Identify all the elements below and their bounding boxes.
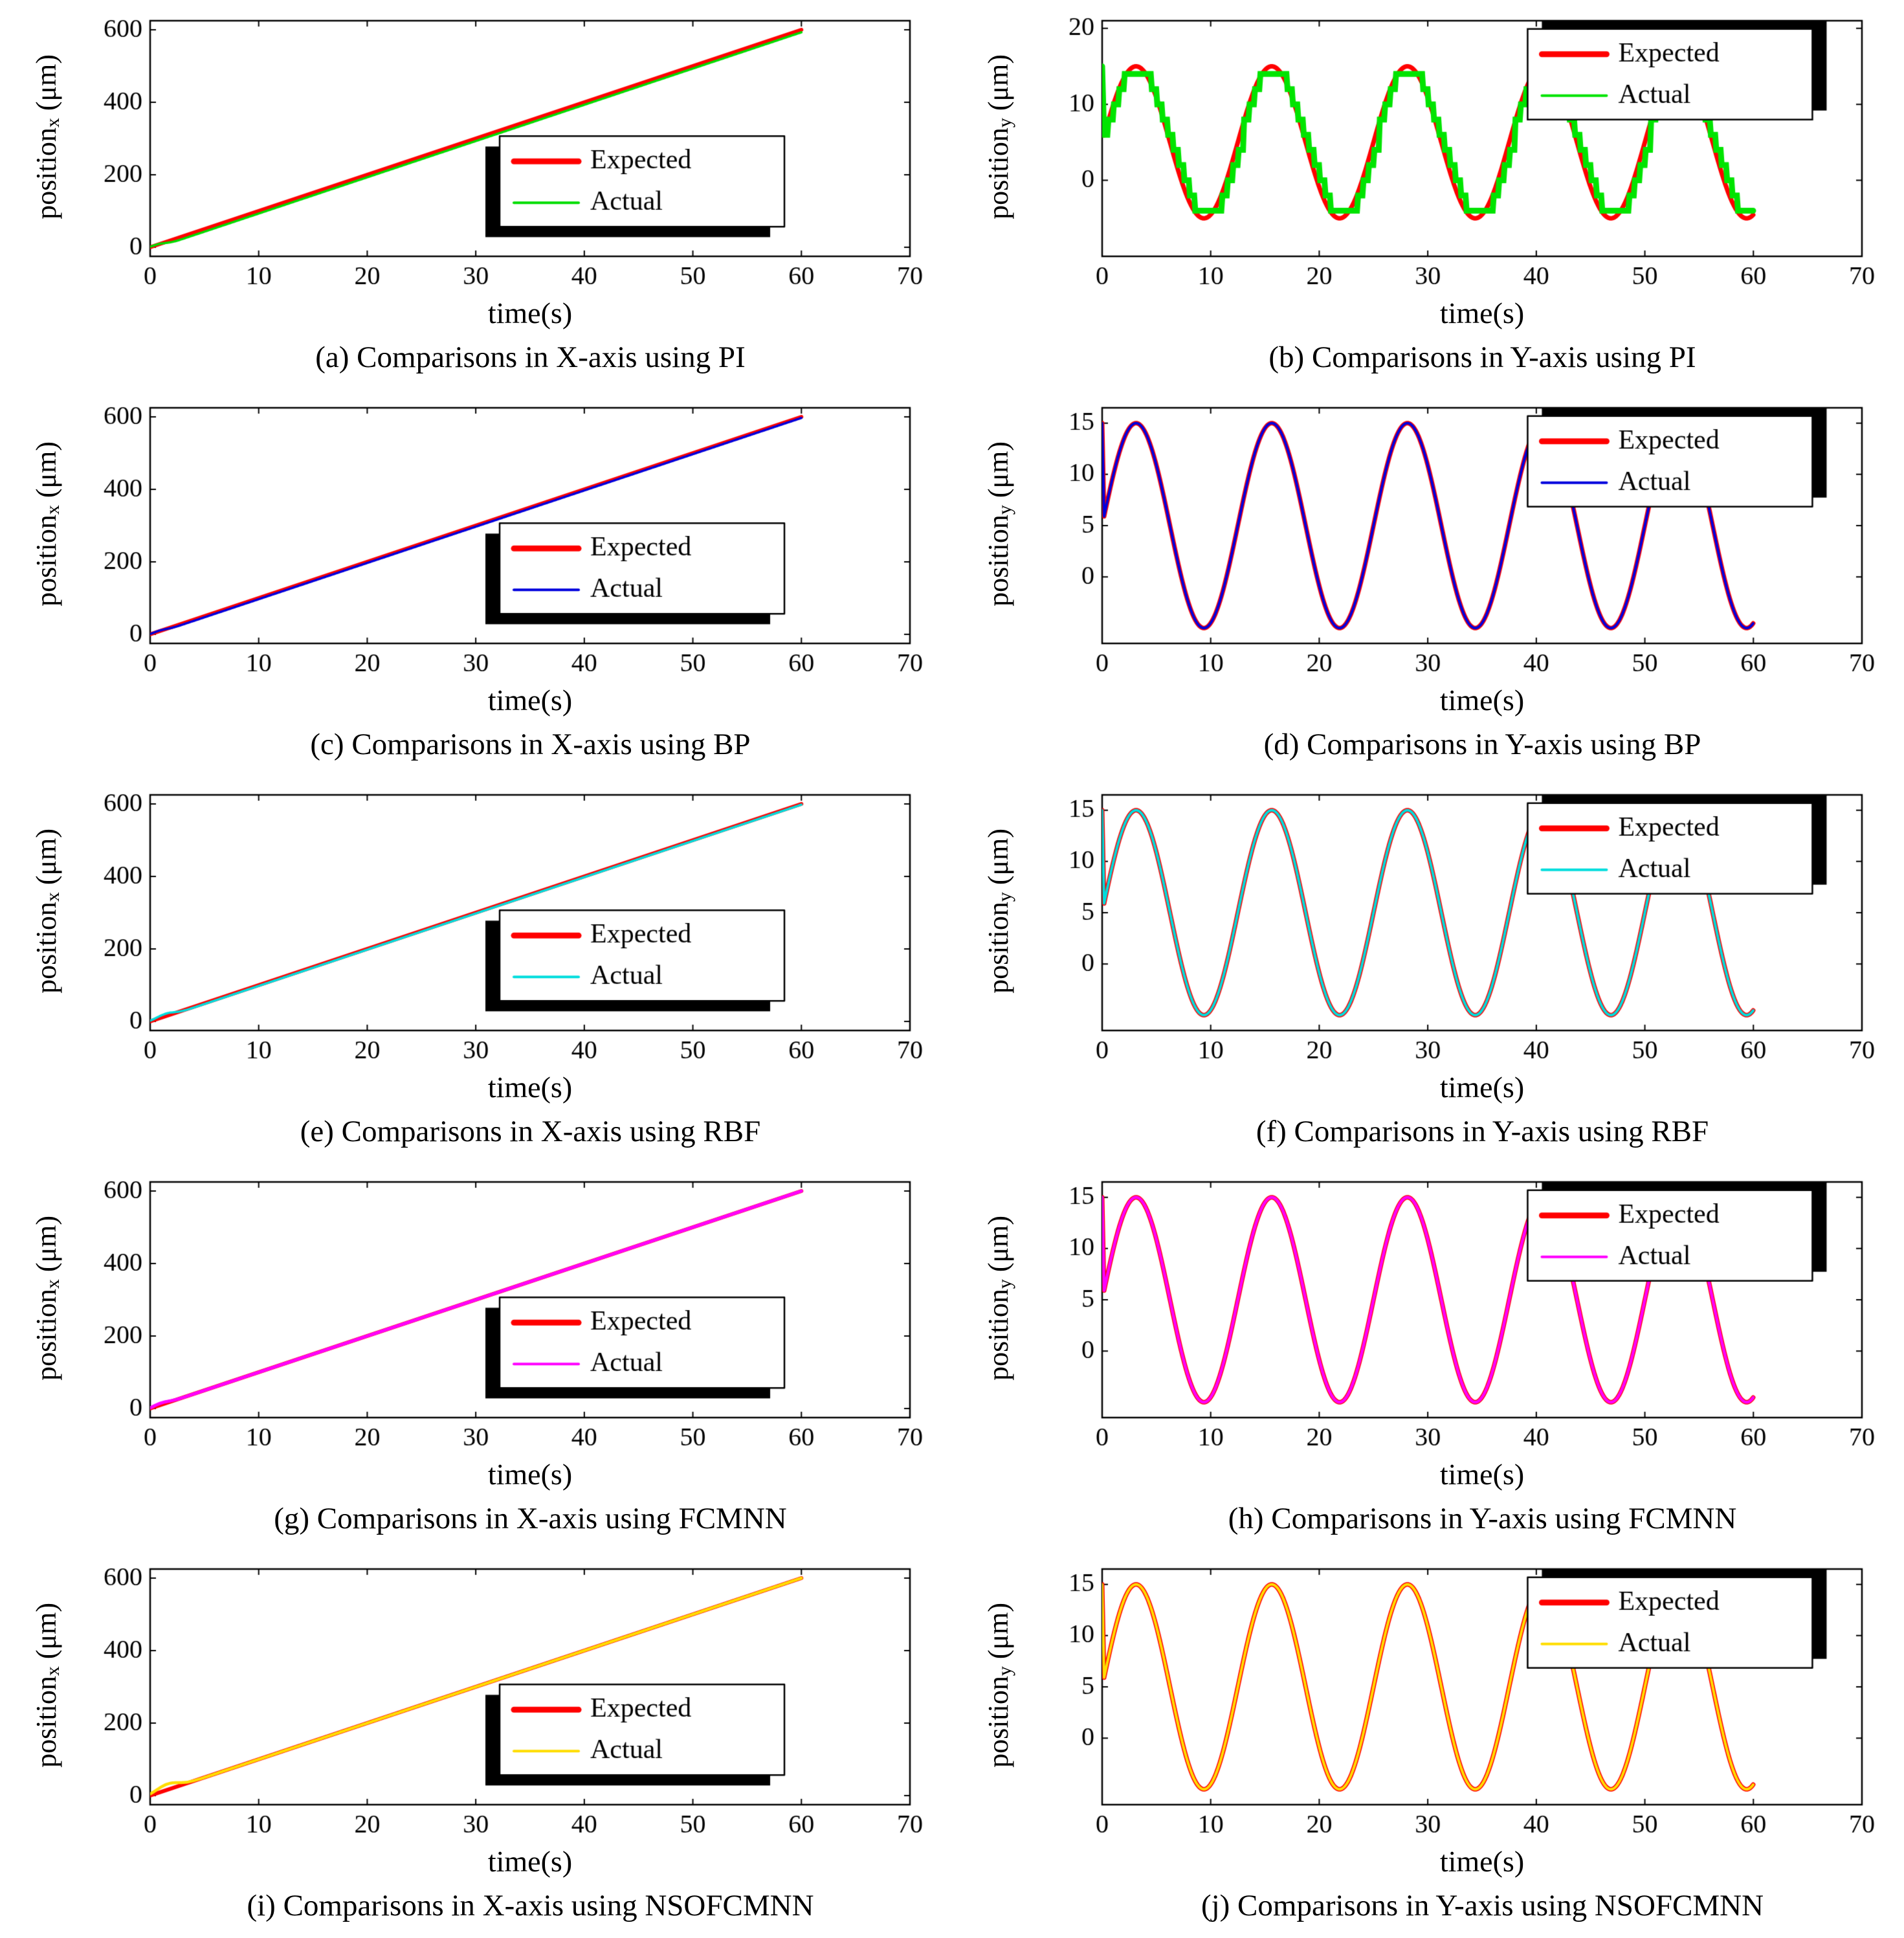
subplot-h: positiony (μm) time(s) (h) Comparisons i… (952, 1161, 1904, 1548)
y-axis-label: positiony (μm) (982, 828, 1015, 994)
x-axis-label: time(s) (1439, 296, 1525, 329)
chart-canvas-d (1026, 396, 1893, 681)
subplot-b: positiony (μm) time(s) (b) Comparisons i… (952, 0, 1904, 387)
subplot-caption: (i) Comparisons in X-axis using NSOFCMNN (247, 1889, 814, 1922)
x-axis-label: time(s) (1439, 1071, 1525, 1104)
subplot-caption: (f) Comparisons in Y-axis using RBF (1256, 1115, 1709, 1148)
y-axis-label: positiony (μm) (982, 54, 1015, 219)
subplot-c: positionx (μm) time(s) (c) Comparisons i… (0, 387, 952, 774)
subplot-f: positiony (μm) time(s) (f) Comparisons i… (952, 774, 1904, 1161)
chart-canvas-g (74, 1170, 941, 1455)
chart-canvas-h (1026, 1170, 1893, 1455)
subplot-e: positionx (μm) time(s) (e) Comparisons i… (0, 774, 952, 1161)
chart-canvas-c (74, 396, 941, 681)
subplot-caption: (h) Comparisons in Y-axis using FCMNN (1228, 1502, 1737, 1535)
subplot-caption: (g) Comparisons in X-axis using FCMNN (274, 1502, 787, 1535)
y-axis-label: positionx (μm) (30, 828, 63, 994)
x-axis-label: time(s) (487, 1071, 573, 1104)
chart-canvas-f (1026, 783, 1893, 1068)
chart-canvas-j (1026, 1557, 1893, 1842)
y-axis-label: positionx (μm) (30, 1602, 63, 1768)
y-axis-label: positiony (μm) (982, 441, 1015, 607)
x-axis-label: time(s) (487, 1458, 573, 1491)
subplot-d: positiony (μm) time(s) (d) Comparisons i… (952, 387, 1904, 774)
subplot-caption: (e) Comparisons in X-axis using RBF (300, 1115, 761, 1148)
x-axis-label: time(s) (1439, 684, 1525, 717)
subplot-caption: (j) Comparisons in Y-axis using NSOFCMNN (1201, 1889, 1764, 1922)
subplot-caption: (a) Comparisons in X-axis using PI (315, 340, 746, 374)
subplot-caption: (c) Comparisons in X-axis using BP (310, 728, 751, 761)
subplot-caption: (d) Comparisons in Y-axis using BP (1263, 728, 1701, 761)
subplot-a: positionx (μm) time(s) (a) Comparisons i… (0, 0, 952, 387)
y-axis-label: positionx (μm) (30, 54, 63, 219)
chart-canvas-e (74, 783, 941, 1068)
x-axis-label: time(s) (1439, 1845, 1525, 1878)
subplot-g: positionx (μm) time(s) (g) Comparisons i… (0, 1161, 952, 1548)
x-axis-label: time(s) (487, 296, 573, 329)
x-axis-label: time(s) (487, 684, 573, 717)
x-axis-label: time(s) (1439, 1458, 1525, 1491)
y-axis-label: positionx (μm) (30, 1215, 63, 1381)
y-axis-label: positiony (μm) (982, 1215, 1015, 1381)
chart-canvas-a (74, 9, 941, 294)
y-axis-label: positiony (μm) (982, 1602, 1015, 1768)
x-axis-label: time(s) (487, 1845, 573, 1878)
chart-canvas-i (74, 1557, 941, 1842)
subplot-i: positionx (μm) time(s) (i) Comparisons i… (0, 1548, 952, 1935)
subplot-caption: (b) Comparisons in Y-axis using PI (1268, 340, 1696, 374)
subplot-j: positiony (μm) time(s) (j) Comparisons i… (952, 1548, 1904, 1935)
chart-canvas-b (1026, 9, 1893, 294)
y-axis-label: positionx (μm) (30, 441, 63, 607)
